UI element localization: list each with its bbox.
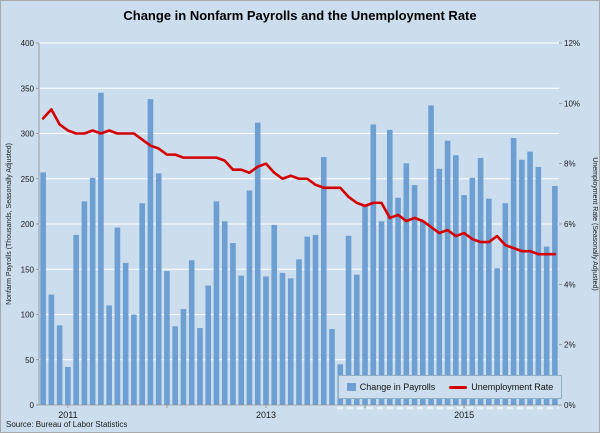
svg-text:150: 150 xyxy=(21,265,35,274)
source-note: Source: Bureau of Labor Statistics xyxy=(6,420,128,429)
svg-text:200: 200 xyxy=(21,220,35,229)
chart-legend: Change in Payrolls Unemployment Rate xyxy=(338,375,562,399)
svg-text:400: 400 xyxy=(21,39,35,48)
legend-unemployment-label: Unemployment Rate xyxy=(471,382,554,392)
svg-text:100: 100 xyxy=(21,311,35,320)
svg-text:4%: 4% xyxy=(564,280,576,289)
legend-payrolls-label: Change in Payrolls xyxy=(359,382,436,392)
svg-text:0: 0 xyxy=(30,401,35,410)
svg-text:2%: 2% xyxy=(564,341,576,350)
svg-text:0%: 0% xyxy=(564,401,576,410)
svg-text:6%: 6% xyxy=(564,220,576,229)
legend-item-payrolls: Change in Payrolls xyxy=(346,382,436,392)
svg-text:2011: 2011 xyxy=(58,410,77,420)
svg-text:2015: 2015 xyxy=(454,410,474,420)
svg-text:2013: 2013 xyxy=(256,410,276,420)
svg-text:Unemployment Rate (Seasonally: Unemployment Rate (Seasonally Adjusted) xyxy=(591,157,598,290)
svg-text:250: 250 xyxy=(21,175,35,184)
legend-item-unemployment: Unemployment Rate xyxy=(449,382,553,392)
svg-text:300: 300 xyxy=(21,130,35,139)
svg-text:10%: 10% xyxy=(564,99,580,108)
chart-title: Change in Nonfarm Payrolls and the Unemp… xyxy=(123,8,477,23)
svg-text:12%: 12% xyxy=(564,39,580,48)
payrolls-bar-swatch-icon xyxy=(346,383,356,391)
unemployment-line-swatch-icon xyxy=(449,385,468,389)
svg-text:Nonfarm Payrolls (Thousands,: Nonfarm Payrolls (Thousands, Seasonally … xyxy=(6,143,13,305)
svg-text:350: 350 xyxy=(21,84,35,93)
svg-text:8%: 8% xyxy=(564,160,576,169)
svg-text:50: 50 xyxy=(25,356,34,365)
